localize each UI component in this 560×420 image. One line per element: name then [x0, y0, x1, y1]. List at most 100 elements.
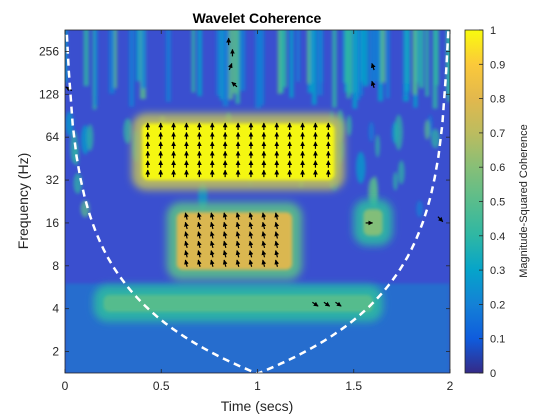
texture-streak: [219, 30, 224, 100]
texture-blob: [65, 111, 74, 136]
texture-streak: [197, 30, 202, 97]
texture-blob: [86, 124, 94, 152]
texture-blob: [368, 121, 375, 142]
x-tick-label: 2: [447, 379, 454, 393]
phase-arrow: [248, 221, 254, 230]
phase-arrow: [274, 221, 280, 230]
texture-streak: [311, 30, 317, 105]
phase-arrow: [235, 240, 241, 249]
phase-arrow: [222, 240, 228, 249]
colorbar-tick-label: 0.3: [490, 265, 505, 277]
colorbar-tick-label: 0.6: [490, 162, 505, 174]
phase-arrow: [261, 231, 267, 239]
phase-arrow: [184, 250, 189, 258]
phase-arrow: [248, 212, 254, 220]
phase-arrows: [65, 37, 444, 307]
phase-arrow: [231, 81, 238, 88]
colorbar-ticks: 0 0.1 0.2 0.3 0.4 0.5 0.6 0.7 0.8 0.9 1: [479, 25, 505, 380]
phase-arrow: [248, 259, 254, 267]
texture-streak: [279, 30, 284, 94]
texture-streak: [83, 30, 89, 87]
texture-streak: [191, 30, 196, 93]
texture-blob: [416, 200, 423, 218]
phase-arrow: [248, 231, 254, 239]
texture-streak: [232, 30, 239, 94]
texture-streak: [259, 30, 265, 106]
plot-area: [65, 30, 450, 373]
texture-streak: [296, 30, 300, 82]
texture-streak: [216, 30, 220, 96]
phase-arrow: [209, 240, 215, 249]
phase-arrow: [248, 250, 254, 258]
texture-blob: [424, 119, 431, 140]
colorbar-tick-label: 0.5: [490, 197, 505, 209]
texture-streak: [255, 30, 262, 109]
texture-streak: [222, 30, 229, 107]
coherence-streaks: [65, 30, 450, 373]
phase-arrow: [312, 301, 319, 307]
texture-streak: [308, 30, 315, 83]
texture-streak: [109, 30, 115, 94]
texture-streak: [425, 30, 429, 97]
texture-streak: [344, 30, 351, 84]
y-tick-label: 16: [46, 216, 60, 230]
phase-arrow: [209, 259, 215, 267]
texture-streak: [239, 30, 246, 91]
phase-arrow: [323, 301, 331, 307]
texture-streak: [332, 30, 337, 108]
colorbar-tick-label: 0.4: [490, 231, 505, 243]
phase-arrow: [335, 301, 342, 307]
texture-streak: [369, 30, 375, 84]
texture-blob: [346, 115, 352, 136]
phase-arrow: [235, 221, 241, 230]
x-tick-label: 0.5: [153, 379, 170, 393]
phase-arrow: [274, 231, 280, 239]
phase-arrow: [274, 240, 280, 249]
texture-streak: [135, 30, 141, 82]
phase-arrow: [228, 62, 233, 71]
y-tick-label: 8: [52, 259, 59, 273]
phase-arrow: [209, 212, 215, 220]
phase-arrow: [197, 240, 202, 249]
phase-arrow: [235, 250, 241, 258]
colorbar-tick-label: 0.7: [490, 128, 505, 140]
x-tick-label: 1.5: [345, 379, 362, 393]
texture-blob: [394, 114, 403, 151]
phase-arrow: [274, 212, 280, 220]
y-tick-label: 256: [39, 44, 59, 58]
phase-arrow: [222, 221, 228, 230]
texture-blob: [398, 160, 405, 185]
texture-streak: [65, 30, 68, 83]
x-tick-label: 1: [254, 379, 261, 393]
region-core: [176, 212, 293, 270]
texture-streak: [362, 30, 369, 87]
texture-streak: [141, 30, 146, 89]
phase-arrow: [197, 259, 202, 267]
phase-arrow: [437, 216, 444, 223]
phase-arrow: [197, 221, 202, 230]
phase-arrow: [274, 259, 280, 267]
phase-arrow: [184, 212, 189, 220]
texture-streak: [289, 30, 294, 98]
colorbar-tick-label: 1: [490, 25, 496, 37]
texture-blob: [375, 134, 380, 158]
colorbar-tick-label: 0.1: [490, 334, 505, 346]
phase-arrow: [370, 80, 376, 89]
colorbar-tick-label: 0: [490, 368, 496, 380]
phase-arrow: [197, 250, 202, 258]
x-axis-label: Time (secs): [221, 398, 294, 414]
phase-arrow: [370, 62, 376, 71]
phase-arrow: [209, 231, 215, 239]
texture-streak: [380, 30, 386, 83]
texture-streak: [412, 30, 418, 95]
x-tick-label: 0: [62, 379, 69, 393]
phase-arrow: [261, 259, 267, 267]
texture-streak: [306, 30, 311, 84]
y-tick-label: 2: [52, 345, 59, 359]
phase-arrow: [222, 231, 228, 239]
phase-arrow: [184, 240, 189, 249]
x-axis: 0 0.5 1 1.5 2: [62, 30, 454, 393]
texture-streak: [434, 30, 439, 86]
y-tick-label: 4: [52, 302, 59, 316]
texture-blob: [356, 151, 366, 184]
